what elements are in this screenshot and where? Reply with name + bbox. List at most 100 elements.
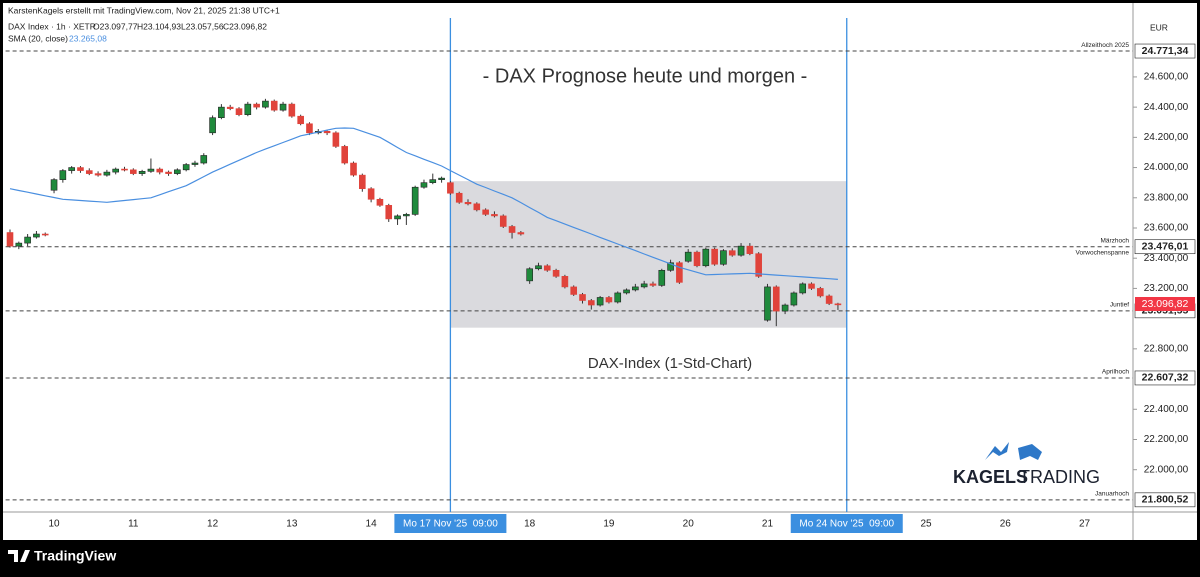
candle-body [24, 236, 31, 244]
candle-body [288, 103, 296, 117]
candle-body [649, 283, 657, 286]
candle-body [270, 100, 278, 111]
candle-body [306, 123, 313, 134]
candle-body [447, 182, 454, 194]
y-tick-label: 22.400,00 [1144, 404, 1189, 415]
candle-body [226, 106, 234, 109]
level-name: Juntief [1110, 302, 1129, 309]
candle-body [588, 300, 595, 306]
candle-body [376, 198, 384, 206]
y-tick-label: 24.000,00 [1144, 162, 1189, 173]
last-price-label: 23.096,82 [1142, 298, 1189, 310]
footer-logo: TradingView [8, 548, 116, 564]
legend: DAX Index · 1h · XETR [8, 21, 96, 31]
candle-body [367, 188, 375, 200]
candle-body [156, 168, 164, 173]
candle-body [693, 251, 701, 267]
bull-icon [985, 442, 1009, 460]
candle-body [658, 269, 666, 286]
x-tick-label: 19 [603, 519, 615, 530]
sma-legend: SMA (20, close) [8, 33, 68, 43]
candle-body [834, 303, 842, 306]
candle-body [746, 245, 754, 254]
x-tick-label: 27 [1079, 519, 1091, 530]
brand-logo: KAGELS TRADING [953, 442, 1100, 487]
level-label: 24.771,34 [1142, 45, 1189, 57]
candle-body [174, 169, 181, 174]
candle-body [535, 265, 542, 270]
candle-body [711, 248, 718, 265]
level-box [1134, 370, 1196, 386]
candle-body [676, 262, 683, 283]
plot: 22.000,00 22.200,00 22.400,00 22.800,00 23.2… [5, 18, 1196, 533]
x-tick-label: 20 [683, 519, 695, 530]
candle-body [85, 170, 93, 174]
chart-subtitle: DAX-Index (1-Std-Chart) [588, 355, 752, 372]
candle-body [191, 162, 199, 165]
y-tick-label: 22.000,00 [1144, 464, 1189, 475]
candle-body [112, 168, 119, 173]
candle-body [817, 288, 824, 297]
tv-icon [8, 550, 30, 562]
x-tick-label: 21 [762, 519, 774, 530]
candle-body [59, 170, 67, 180]
candle-body [279, 103, 287, 111]
candle-body [103, 171, 111, 176]
candle-body [209, 117, 216, 134]
y-tick-label: 24.200,00 [1144, 132, 1189, 143]
candle-body [561, 276, 569, 288]
candle-body [605, 297, 613, 303]
candle-body [385, 205, 393, 220]
candle-body [438, 177, 445, 180]
x-tick-label: 14 [366, 519, 378, 530]
level-name: Märzhoch [1100, 237, 1129, 244]
candle-body [667, 262, 674, 271]
candle-body [781, 304, 789, 312]
candle-body [720, 250, 727, 265]
bear-icon [1018, 444, 1042, 460]
candle-body [411, 186, 419, 215]
brand-suffix: TRADING [1019, 467, 1100, 487]
candle-body [297, 115, 304, 125]
candle-body [755, 253, 762, 277]
candle-body [579, 294, 586, 301]
candle-body [341, 146, 349, 164]
candle-body [165, 171, 172, 174]
candle-body [632, 286, 639, 291]
candle-body [77, 167, 84, 171]
x-highlight-box [790, 514, 903, 533]
candle-body [403, 214, 410, 217]
candle-body [147, 168, 155, 172]
candle-body [640, 283, 648, 288]
range-box [450, 181, 847, 328]
candle-body [15, 242, 23, 247]
y-tick-label: 23.400,00 [1144, 253, 1189, 264]
level-note: Vorwochenspanne [1076, 249, 1130, 256]
candle-body [737, 245, 745, 256]
level-name: Aprilhoch [1102, 369, 1129, 376]
candle-body [253, 103, 260, 108]
x-highlight-label: Mo 24 Nov '25 09:00 [799, 519, 894, 530]
x-tick-label: 25 [920, 519, 932, 530]
candle-body [508, 226, 516, 233]
candle-body [6, 232, 14, 247]
chart-title: - DAX Prognose heute und morgen - [483, 65, 808, 87]
candle-body [702, 248, 710, 267]
candle-body [570, 286, 578, 295]
sma-line [9, 127, 838, 280]
candle-body [244, 103, 252, 115]
candle-body [394, 215, 401, 220]
footer-brand: TradingView [34, 548, 116, 564]
candle-body [359, 174, 366, 190]
candle-body [464, 202, 472, 205]
x-highlight-label: Mo 17 Nov '25 09:00 [403, 519, 498, 530]
level-name: Allzeithoch 2025 [1081, 42, 1129, 49]
candle-body [790, 292, 798, 306]
candle-body [429, 179, 437, 183]
ohlc-high: H23.104,93 [137, 21, 181, 31]
x-tick-label: 13 [286, 519, 298, 530]
y-tick-label: 24.400,00 [1144, 102, 1189, 113]
candle-body [130, 169, 137, 174]
level-label: 22.607,32 [1142, 372, 1189, 384]
